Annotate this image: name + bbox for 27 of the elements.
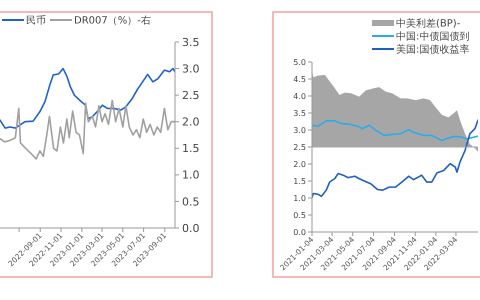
line-series xyxy=(312,120,478,142)
y-tick-label: 0.5 xyxy=(293,210,306,220)
legend-label: 美国:国债收益率 xyxy=(396,44,470,56)
y-tick-label: 5.0 xyxy=(293,58,306,67)
legend-label: DR007（%）-右 xyxy=(74,16,151,26)
y2-tick-label: 0.0 xyxy=(182,222,200,235)
y-tick-label: 4.5 xyxy=(293,74,306,84)
y-tick-label: 4.0 xyxy=(293,92,306,101)
y-tick-label: 2.5 xyxy=(293,142,306,152)
y2-tick-label: 3.5 xyxy=(182,36,200,49)
y-tick-label: 1.0 xyxy=(293,194,306,203)
legend-label: 民币 xyxy=(26,14,46,26)
legend-label: 中国:中债国债到 xyxy=(396,30,470,42)
line-series xyxy=(0,68,175,129)
y-tick-label: 0.0 xyxy=(293,228,306,237)
y2-tick-label: 3.0 xyxy=(182,62,200,76)
y2-tick-label: 2.0 xyxy=(182,116,200,129)
y2-tick-label: 0.5 xyxy=(182,195,200,208)
y-tick-label: 3.0 xyxy=(293,126,306,135)
y2-tick-label: 1.0 xyxy=(182,168,200,182)
y2-tick-label: 2.5 xyxy=(182,88,200,102)
y-tick-label: 2.0 xyxy=(293,160,306,169)
legend-label: 中美利差(BP)- xyxy=(396,18,461,30)
y2-tick-label: 1.5 xyxy=(182,142,200,156)
y-tick-label: 3.5 xyxy=(293,108,306,118)
y-tick-label: 1.5 xyxy=(293,176,306,186)
line-series xyxy=(312,119,478,198)
